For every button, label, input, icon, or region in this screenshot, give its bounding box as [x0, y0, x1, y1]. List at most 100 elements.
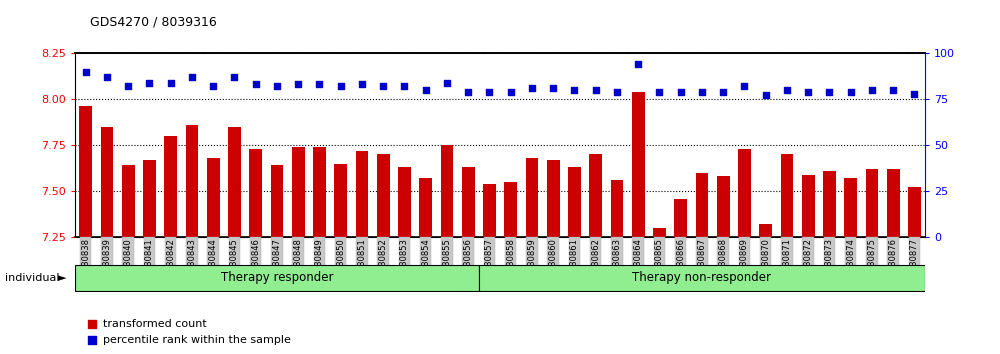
Text: GDS4270 / 8039316: GDS4270 / 8039316 [90, 16, 217, 29]
Point [694, 89, 710, 95]
Point [248, 81, 264, 87]
Bar [207, 158, 220, 237]
Point [906, 91, 922, 96]
Bar [547, 160, 560, 237]
Point [736, 84, 752, 89]
Bar [866, 169, 878, 237]
Text: transformed count: transformed count [103, 319, 207, 329]
Point [163, 80, 179, 85]
Bar [738, 149, 751, 237]
Bar [100, 127, 113, 237]
Bar [186, 125, 198, 237]
Text: GSM530846: GSM530846 [251, 238, 260, 289]
Text: GSM530840: GSM530840 [124, 238, 133, 289]
Point [396, 84, 412, 89]
Bar [398, 167, 411, 237]
Text: ►: ► [58, 273, 66, 283]
Bar [462, 167, 475, 237]
Point [418, 87, 434, 93]
Text: GSM530868: GSM530868 [719, 238, 728, 289]
Bar [717, 176, 730, 237]
Bar [696, 173, 708, 237]
Point [333, 84, 349, 89]
Bar [632, 92, 644, 237]
Text: GSM530866: GSM530866 [676, 238, 685, 289]
Point [545, 85, 561, 91]
Bar [483, 184, 496, 237]
Text: GSM530849: GSM530849 [315, 238, 324, 289]
Text: GSM530871: GSM530871 [782, 238, 791, 289]
Point [673, 89, 689, 95]
Text: GSM530843: GSM530843 [187, 238, 196, 289]
Bar [228, 127, 241, 237]
Point [843, 89, 859, 95]
Point [439, 80, 455, 85]
Text: GSM530867: GSM530867 [697, 238, 706, 289]
Point [226, 74, 242, 80]
Text: GSM530874: GSM530874 [846, 238, 855, 289]
Bar [419, 178, 432, 237]
Point [269, 84, 285, 89]
Bar [313, 147, 326, 237]
Text: GSM530844: GSM530844 [209, 238, 218, 289]
Point [566, 87, 582, 93]
Point [800, 89, 816, 95]
Text: GSM530850: GSM530850 [336, 238, 345, 289]
Bar [143, 160, 156, 237]
Bar [653, 228, 666, 237]
Bar [440, 145, 453, 237]
Text: GSM530875: GSM530875 [867, 238, 876, 289]
Text: GSM530855: GSM530855 [442, 238, 451, 289]
Text: GSM530848: GSM530848 [294, 238, 303, 289]
Text: GSM530841: GSM530841 [145, 238, 154, 289]
Point [205, 84, 221, 89]
Bar [164, 136, 177, 237]
Text: GSM530864: GSM530864 [634, 238, 643, 289]
Text: GSM530847: GSM530847 [272, 238, 281, 289]
Bar [908, 188, 921, 237]
Text: GSM530877: GSM530877 [910, 238, 919, 289]
Point [141, 80, 157, 85]
Point [503, 89, 519, 95]
Point [290, 81, 306, 87]
Bar [377, 154, 390, 237]
FancyBboxPatch shape [479, 265, 925, 291]
Point [184, 74, 200, 80]
Point [524, 85, 540, 91]
Text: GSM530872: GSM530872 [804, 238, 813, 289]
Bar [674, 199, 687, 237]
Bar [334, 164, 347, 237]
Point [651, 89, 667, 95]
Text: GSM530859: GSM530859 [527, 238, 536, 289]
Bar [292, 147, 304, 237]
Text: GSM530852: GSM530852 [379, 238, 388, 289]
Text: GSM530863: GSM530863 [612, 238, 621, 289]
Bar [568, 167, 581, 237]
Text: GSM530845: GSM530845 [230, 238, 239, 289]
Text: GSM530854: GSM530854 [421, 238, 430, 289]
Text: GSM530869: GSM530869 [740, 238, 749, 289]
Bar [802, 175, 815, 237]
Point [779, 87, 795, 93]
Text: GSM530861: GSM530861 [570, 238, 579, 289]
Point [84, 321, 100, 327]
Point [99, 74, 115, 80]
Bar [79, 107, 92, 237]
Point [481, 89, 497, 95]
Text: individual: individual [5, 273, 60, 283]
Text: Therapy responder: Therapy responder [221, 272, 333, 284]
Point [311, 81, 327, 87]
Point [84, 337, 100, 343]
Bar [504, 182, 517, 237]
Text: GSM530873: GSM530873 [825, 238, 834, 289]
Point [609, 89, 625, 95]
Bar [589, 154, 602, 237]
Point [354, 81, 370, 87]
Text: GSM530876: GSM530876 [889, 238, 898, 289]
Text: GSM530858: GSM530858 [506, 238, 515, 289]
Point [715, 89, 731, 95]
Bar [759, 224, 772, 237]
Text: GSM530870: GSM530870 [761, 238, 770, 289]
Point [630, 61, 646, 67]
Point [758, 93, 774, 98]
